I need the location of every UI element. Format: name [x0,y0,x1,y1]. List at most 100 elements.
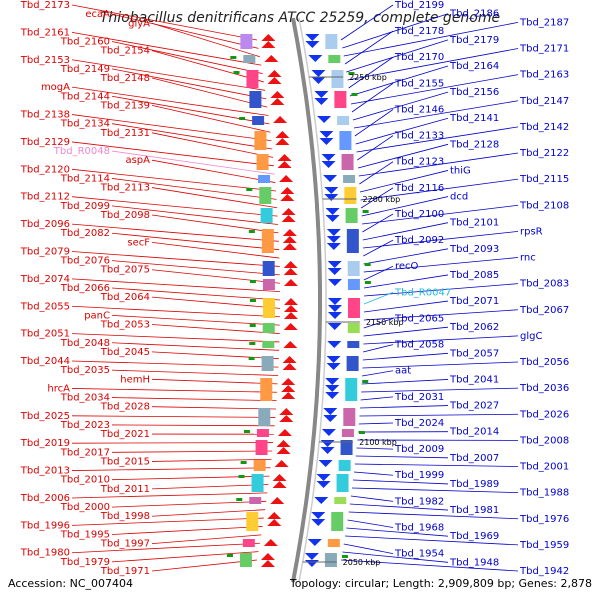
forward-marker [249,342,256,345]
forward-cog-block [262,341,275,348]
gene-label: Tbd_2114 [60,173,110,184]
gene-label: Tbd_2101 [449,218,499,229]
reverse-gene-arrow [324,194,339,201]
label-connector [363,274,449,289]
label-connector [71,31,262,66]
forward-marker [240,461,247,464]
gene-label: Tbd_2045 [100,347,150,358]
gene-label: Tbd_1948 [449,557,499,568]
forward-cog-block [249,91,262,108]
reverse-gene-arrow [304,553,319,560]
label-connector [351,487,519,494]
label-connector [151,534,262,545]
reverse-gene-arrow [327,312,342,319]
gene-label: Tbd_2187 [519,17,569,28]
gene-label: Tbd_2014 [449,427,499,438]
reverse-cog-block [334,91,347,108]
reverse-gene-arrow [323,415,338,422]
forward-cog-block [254,131,267,150]
gene-label: Tbd_2075 [100,265,150,276]
reverse-gene-arrow [308,55,323,62]
forward-cog-block [246,512,259,531]
label-connector [71,4,258,41]
gene-label: hemH [120,374,150,385]
label-connector [361,204,519,225]
forward-gene-arrow [260,553,275,560]
reverse-gene-arrow [327,298,342,305]
gene-label: Tbd_2098 [100,210,150,221]
forward-gene-arrow [281,378,296,385]
reverse-gene-arrow [326,356,341,363]
label-connector [361,387,519,393]
gene-label: Tbd_2099 [60,201,110,212]
gene-label: Tbd_2034 [60,393,110,404]
gene-label: rpsR [520,226,543,237]
forward-gene-arrow [274,460,289,467]
forward-gene-arrow [282,243,297,250]
label-connector [111,41,263,74]
forward-cog-block [256,154,269,170]
tick-label: 2100 kbp [359,438,397,447]
gene-label: Tbd_2066 [60,283,110,294]
gene-label: Tbd_2056 [519,357,569,368]
label-connector [351,83,394,113]
reverse-gene-arrow [323,408,338,415]
gene-label: Tbd_R0047 [394,287,451,298]
gene-label: Tbd_2079 [20,246,70,257]
gene-label: Tbd_1981 [449,505,499,516]
forward-gene-arrow [267,512,282,519]
tick-label: 2200 kbp [363,195,401,204]
gene-label: Tbd_2116 [394,183,444,194]
reverse-marker [358,431,365,434]
gene-label: Tbd_2144 [60,91,110,102]
reverse-marker [348,72,355,75]
gene-label: Tbd_2001 [519,462,569,473]
gene-label: Tbd_2025 [20,411,70,422]
forward-cog-block [261,356,274,371]
gene-label: Tbd_2113 [100,183,150,194]
gene-label: Tbd_1971 [100,566,150,577]
forward-gene-arrow [283,341,298,348]
gene-label: Tbd_2027 [449,401,499,412]
gene-label: Tbd_2036 [519,383,569,394]
label-connector [151,22,261,58]
gene-label: Tbd_2023 [60,420,110,431]
label-connector [360,178,519,201]
gene-label: Tbd_1997 [100,539,150,550]
reverse-gene-arrow [325,215,340,222]
label-connector [151,187,278,209]
reverse-marker [351,93,358,96]
gene-label: glyA [128,18,150,29]
reverse-gene-arrow [326,236,341,243]
reverse-gene-arrow [325,378,340,385]
forward-marker [246,188,253,191]
reverse-cog-block [339,131,352,150]
reverse-gene-arrow [327,261,342,268]
forward-cog-block [251,474,264,492]
label-connector [360,187,394,209]
label-connector [363,248,449,265]
reverse-cog-block [334,497,347,504]
label-connector [354,463,519,467]
label-connector [345,535,519,546]
label-connector [151,406,276,410]
gene-label: Tbd_2008 [519,435,569,446]
gene-label: Tbd_2013 [20,466,70,477]
gene-label: Tbd_2041 [449,374,499,385]
gene-label: thiG [450,165,471,176]
forward-cog-block [259,187,272,204]
gene-label: Tbd_2011 [100,484,150,495]
label-connector [342,13,449,49]
label-connector [151,296,281,309]
reverse-strand-features [304,34,371,567]
gene-label: Tbd_2112 [20,192,70,203]
label-connector [363,318,394,329]
gene-label: Tbd_2133 [394,131,444,142]
forward-gene-arrow [283,279,298,286]
forward-marker [249,299,256,302]
genome-backbone [291,17,327,583]
gene-label: Tbd_2096 [20,219,70,230]
reverse-cog-block [343,408,356,426]
reverse-cog-block [347,298,360,318]
reverse-gene-arrow [314,91,329,98]
